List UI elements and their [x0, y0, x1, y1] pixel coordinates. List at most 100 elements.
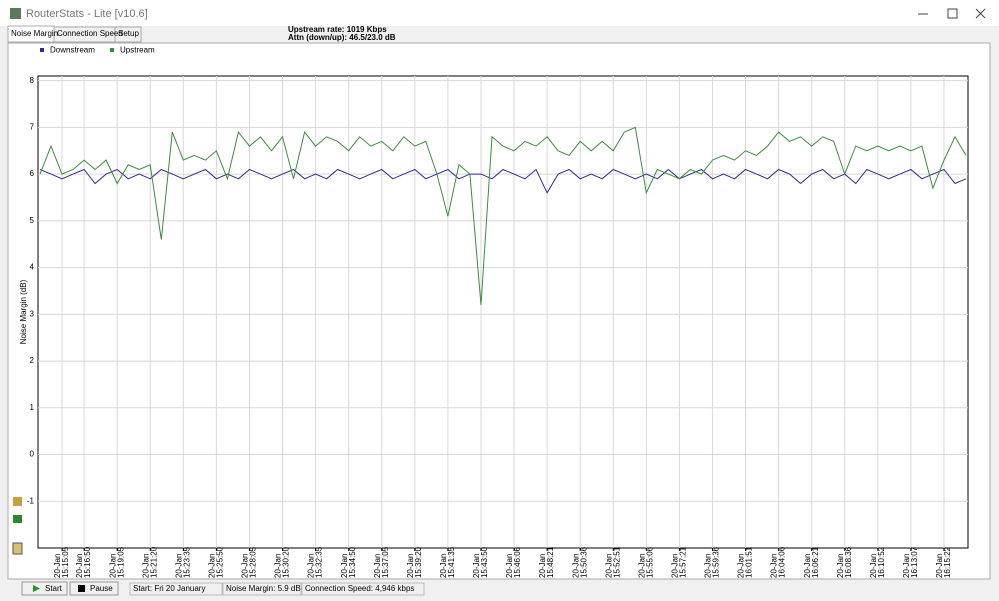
x-tick-label: 16:13:07 — [910, 546, 919, 578]
x-tick-date: 20-Jan — [571, 554, 580, 578]
tab-label[interactable]: Setup — [118, 29, 139, 38]
x-tick-label: 15:34:50 — [348, 546, 357, 578]
tab[interactable] — [114, 26, 142, 43]
header-text: Attn (down/up): 46.5/23.0 dB — [288, 33, 396, 42]
x-tick-date: 20-Jan — [737, 554, 746, 578]
legend-label: Upstream — [120, 46, 155, 55]
title-bar — [0, 0, 999, 26]
y-tick-label: 5 — [30, 216, 35, 225]
x-tick-date: 20-Jan — [836, 554, 845, 578]
x-tick-label: 15:57:21 — [678, 546, 687, 578]
legend-swatch — [110, 48, 114, 52]
x-tick-label: 15:30:20 — [282, 546, 291, 578]
x-tick-date: 20-Jan — [670, 554, 679, 578]
x-tick-date: 20-Jan — [241, 554, 250, 578]
x-tick-date: 20-Jan — [307, 554, 316, 578]
app-icon — [10, 8, 21, 19]
status-text: Start: Fri 20 January — [133, 584, 205, 593]
x-tick-date: 20-Jan — [604, 554, 613, 578]
tool-icon[interactable] — [13, 515, 22, 523]
y-tick-label: 7 — [30, 123, 35, 132]
x-tick-date: 20-Jan — [53, 554, 62, 578]
status-field — [301, 582, 425, 596]
x-tick-label: 16:06:21 — [811, 546, 820, 578]
x-tick-label: 15:48:21 — [546, 546, 555, 578]
x-tick-label: 16:15:22 — [943, 546, 952, 578]
y-tick-label: 3 — [30, 309, 35, 318]
window-title: RouterStats - Lite [v10.6] — [26, 8, 148, 20]
x-tick-label: 16:08:36 — [844, 546, 853, 578]
x-tick-date: 20-Jan — [108, 554, 117, 578]
x-tick-label: 15:32:35 — [315, 546, 324, 578]
status-text: Noise Margin: 5.9 dB — [226, 584, 301, 593]
x-tick-label: 15:43:50 — [480, 546, 489, 578]
status-bar — [0, 580, 999, 601]
x-tick-date: 20-Jan — [141, 554, 150, 578]
x-tick-label: 15:16:50 — [83, 546, 92, 578]
x-tick-label: 15:28:05 — [249, 546, 258, 578]
y-tick-label: 8 — [30, 76, 35, 85]
stop-icon — [78, 585, 85, 592]
x-tick-date: 20-Jan — [803, 554, 812, 578]
x-tick-label: 15:15:05 — [61, 546, 70, 578]
x-tick-date: 20-Jan — [704, 554, 713, 578]
tool-icon[interactable] — [13, 497, 22, 506]
x-tick-label: 16:10:52 — [877, 546, 886, 578]
series-line — [39, 168, 967, 194]
status-field — [129, 582, 223, 596]
x-tick-label: 15:41:35 — [447, 546, 456, 578]
x-tick-label: 15:59:36 — [712, 546, 721, 578]
tab-label[interactable]: Noise Margin — [11, 29, 58, 38]
button-label[interactable]: Pause — [90, 584, 113, 593]
plot-area — [37, 75, 969, 549]
x-tick-date: 20-Jan — [373, 554, 382, 578]
x-tick-label: 15:37:05 — [381, 546, 390, 578]
maximize-button[interactable] — [947, 8, 958, 19]
y-tick-label: 6 — [30, 169, 35, 178]
x-tick-label: 16:04:06 — [778, 546, 787, 578]
x-tick-date: 20-Jan — [472, 554, 481, 578]
x-tick-label: 15:55:06 — [645, 546, 654, 578]
button-label[interactable]: Start — [45, 584, 63, 593]
x-tick-date: 20-Jan — [340, 554, 349, 578]
header-text: Upstream rate: 1019 Kbps — [288, 25, 387, 34]
legend-label: Downstream — [50, 46, 95, 55]
y-tick-label: 2 — [30, 356, 35, 365]
x-tick-label: 15:52:51 — [612, 546, 621, 578]
close-button[interactable] — [975, 8, 986, 19]
x-tick-date: 20-Jan — [935, 554, 944, 578]
series-line — [39, 126, 967, 306]
x-tick-date: 20-Jan — [174, 554, 183, 578]
x-tick-date: 20-Jan — [274, 554, 283, 578]
x-tick-label: 15:25:50 — [215, 546, 224, 578]
x-tick-date: 20-Jan — [637, 554, 646, 578]
y-axis-label: Noise Margin (dB) — [19, 279, 28, 344]
x-tick-date: 20-Jan — [207, 554, 216, 578]
x-tick-label: 15:46:06 — [513, 546, 522, 578]
x-tick-date: 20-Jan — [439, 554, 448, 578]
status-text: Connection Speed: 4,946 kbps — [305, 584, 414, 593]
x-tick-date: 20-Jan — [505, 554, 514, 578]
x-tick-label: 16:01:51 — [745, 546, 754, 578]
play-icon — [33, 585, 40, 592]
x-tick-date: 20-Jan — [538, 554, 547, 578]
status-field — [222, 582, 302, 596]
x-tick-date: 20-Jan — [770, 554, 779, 578]
x-tick-label: 15:23:35 — [182, 546, 191, 578]
x-tick-label: 15:21:20 — [149, 546, 158, 578]
x-tick-date: 20-Jan — [869, 554, 878, 578]
tab-label[interactable]: Connection Speed — [57, 29, 123, 38]
x-tick-date: 20-Jan — [75, 554, 84, 578]
x-tick-date: 20-Jan — [406, 554, 415, 578]
tool-icon[interactable] — [12, 542, 23, 555]
legend-swatch — [40, 48, 44, 52]
y-tick-label: -1 — [27, 496, 35, 505]
y-tick-label: 4 — [30, 263, 35, 272]
x-tick-label: 15:19:05 — [116, 546, 125, 578]
x-tick-label: 15:50:36 — [579, 546, 588, 578]
x-tick-date: 20-Jan — [902, 554, 911, 578]
y-tick-label: 1 — [30, 403, 35, 412]
x-tick-label: 15:39:20 — [414, 546, 423, 578]
y-tick-label: 0 — [30, 450, 35, 459]
